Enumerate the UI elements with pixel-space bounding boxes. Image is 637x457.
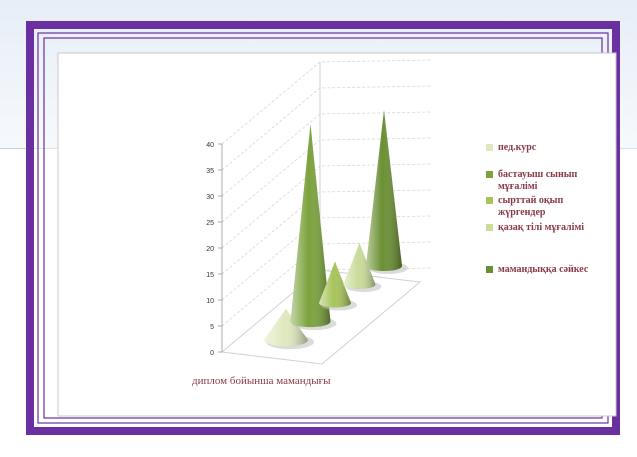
legend-swatch: [486, 266, 493, 273]
y-axis: 0 5 10 15 20 25 30 35 40: [206, 142, 223, 357]
cone-1: [290, 123, 337, 331]
legend-label: мамандыққа сәйкес: [498, 264, 589, 275]
y-tick-label: 10: [206, 298, 214, 305]
legend-swatch: [486, 171, 493, 178]
y-tick-label: 25: [206, 220, 214, 227]
plot-area-border: [57, 52, 617, 417]
legend-item-3: қазақ тілі мұғалімі: [486, 222, 610, 234]
cone-highlight: [290, 123, 331, 328]
legend-item-0: пед.курс: [486, 142, 610, 154]
cone-highlight: [343, 242, 376, 289]
legend-label: қазақ тілі мұғалімі: [498, 222, 585, 233]
legend-swatch: [486, 144, 493, 151]
gridline: [221, 137, 433, 223]
divider-line: [0, 148, 26, 149]
legend-swatch: [486, 197, 493, 204]
gridline: [221, 85, 433, 171]
legend-item-1: бастауыш сынып мұғалімі: [486, 169, 610, 193]
y-tick-label: 35: [206, 168, 214, 175]
legend-label: пед.курс: [498, 142, 537, 153]
y-tick-label: 30: [206, 194, 214, 201]
cone-highlight: [366, 110, 402, 272]
cone-highlight: [264, 308, 308, 347]
y-tick-label: 40: [206, 142, 214, 149]
cone-highlight: [319, 261, 351, 308]
legend-label: бастауыш сынып мұғалімі: [498, 169, 578, 192]
gridline: [221, 163, 433, 249]
cones: [264, 110, 408, 350]
legend-swatch: [486, 224, 493, 231]
y-tick-label: 20: [206, 246, 214, 253]
x-axis-label: диплом бойынша мамандығы: [192, 375, 331, 387]
cone-2: [319, 261, 357, 311]
y-tick-label: 5: [210, 324, 214, 331]
cone-0: [264, 308, 314, 350]
y-tick-label: 15: [206, 272, 214, 279]
legend-item-2: сырттай оқып жүргендер: [486, 195, 610, 219]
gridline: [221, 59, 433, 145]
gridline: [221, 111, 433, 197]
y-tick-label: 0: [210, 350, 214, 357]
gridline: [221, 189, 433, 275]
legend-item-4: мамандыққа сәйкес: [486, 264, 610, 276]
cone-3: [343, 242, 382, 292]
cone-4: [366, 110, 408, 275]
legend-label: сырттай оқып жүргендер: [498, 195, 564, 218]
